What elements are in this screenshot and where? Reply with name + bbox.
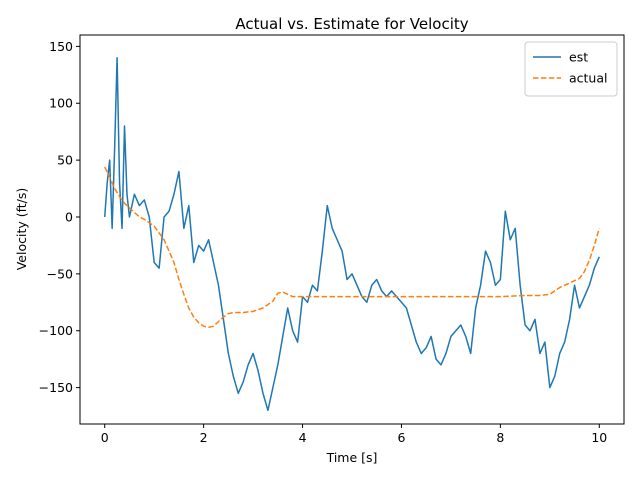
legend-box bbox=[524, 41, 618, 97]
y-tick-label: −150 bbox=[39, 380, 73, 395]
x-tick-label: 4 bbox=[299, 430, 307, 445]
x-tick-label: 6 bbox=[397, 430, 405, 445]
legend: est actual bbox=[524, 41, 618, 97]
y-axis-label: Velocity (ft/s) bbox=[14, 188, 29, 271]
legend-label-actual: actual bbox=[569, 71, 608, 86]
x-tick-label: 0 bbox=[101, 430, 109, 445]
x-tick-label: 10 bbox=[591, 430, 607, 445]
y-tick-label: 150 bbox=[49, 39, 73, 54]
y-tick-label: −100 bbox=[39, 323, 73, 338]
axes-frame bbox=[79, 34, 625, 425]
y-tick-label: −50 bbox=[47, 266, 73, 281]
y-tick-label: 0 bbox=[65, 209, 73, 224]
chart-title: Actual vs. Estimate for Velocity bbox=[235, 15, 468, 33]
series-layer bbox=[103, 57, 600, 412]
x-tick-label: 2 bbox=[200, 430, 208, 445]
y-tick-label: 50 bbox=[57, 153, 73, 168]
legend-label-est: est bbox=[569, 50, 588, 65]
series-line-actual bbox=[104, 166, 600, 329]
x-axis-label: Time [s] bbox=[326, 450, 378, 465]
x-axis-ticks: 0 2 4 6 8 10 bbox=[101, 424, 607, 445]
series-line-est bbox=[103, 57, 600, 412]
y-tick-label: 100 bbox=[49, 96, 73, 111]
axes-background bbox=[80, 35, 624, 424]
y-axis-ticks: −150 −100 −50 0 50 100 150 bbox=[39, 39, 80, 395]
plot-area bbox=[79, 34, 625, 425]
x-tick-label: 8 bbox=[496, 430, 504, 445]
